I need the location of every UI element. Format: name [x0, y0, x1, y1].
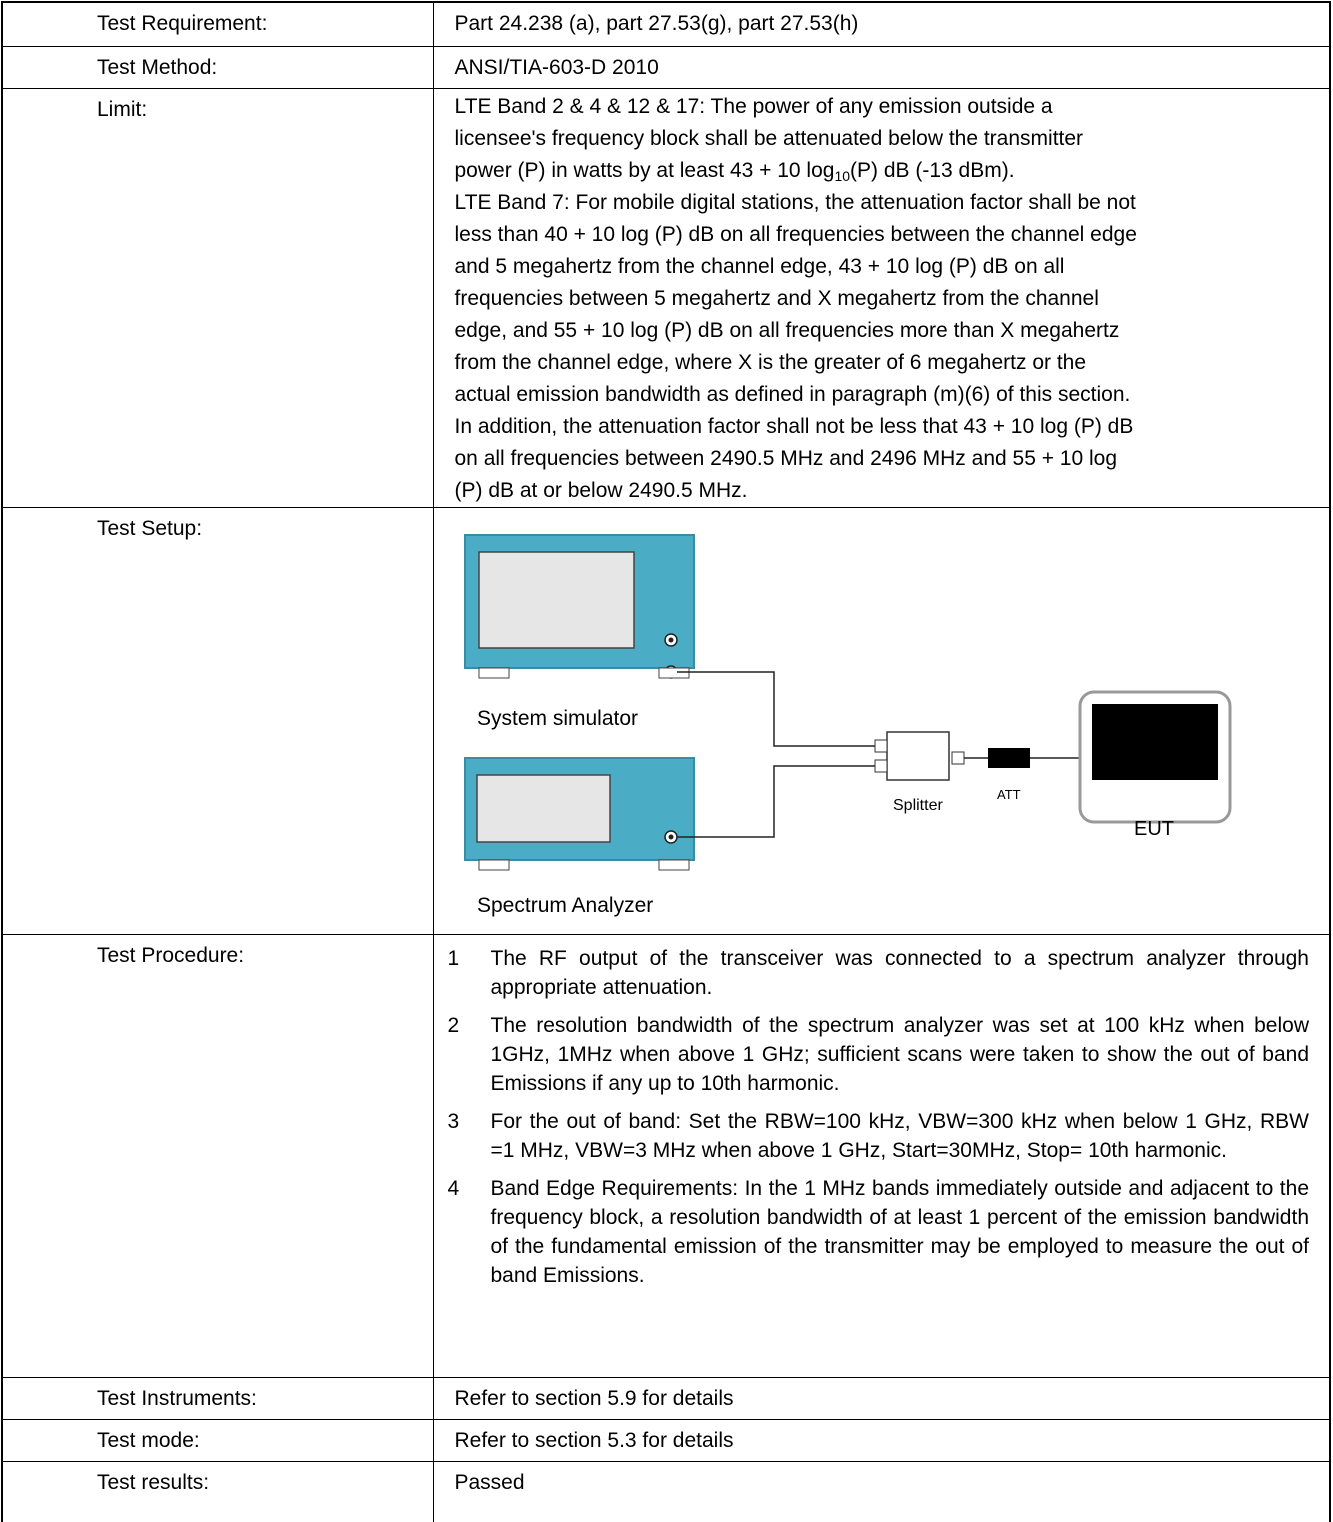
diagram-cell: System simulator Spectrum Analyzer Split… [432, 506, 1331, 935]
item-text: Band Edge Requirements: In the 1 MHz ban… [490, 1176, 1310, 1287]
item-text: For the out of band: Set the RBW=100 kHz… [490, 1109, 1310, 1162]
limit-line: In addition, the attenuation factor shal… [454, 414, 1134, 438]
procedure-item: 4 Band Edge Requirements: In the 1 MHz ba… [448, 1174, 1310, 1290]
label: Test Procedure: [1, 933, 434, 1378]
cables [676, 670, 1080, 838]
text: power (P) in watts by at least 43 + 10 l… [454, 158, 835, 182]
label: Test Instruments: [1, 1376, 434, 1420]
row: Limit: LTE Band 2 & 4 & 12 & 17: The pow… [1, 87, 1331, 508]
label: Test Method: [1, 45, 434, 89]
label: EUT [1134, 818, 1174, 840]
limit-line: LTE Band 7: For mobile digital stations,… [454, 190, 1136, 214]
limit-line: from the channel edge, where X is the gr… [454, 350, 1087, 374]
procedure-item: 3 For the out of band: Set the RBW=100 kH… [448, 1107, 1310, 1165]
limit-line: on all frequencies between 2490.5 MHz an… [454, 446, 1118, 470]
limit-line: licensee's frequency block shall be atte… [454, 126, 1084, 150]
label: Test results: [1, 1460, 434, 1522]
subscript: 10 [834, 167, 851, 184]
row: Test Setup: [1, 506, 1331, 935]
value: Refer to section 5.3 for details [432, 1418, 1331, 1462]
limit-text: LTE Band 2 & 4 & 12 & 17: The power of a… [432, 87, 1331, 508]
attenuator [987, 747, 1030, 768]
procedure-item: 1 The RF output of the transceiver was co… [448, 944, 1310, 1002]
item-number: 2 [447, 1013, 460, 1037]
label: System simulator [477, 707, 638, 730]
setup-diagram: System simulator Spectrum Analyzer Split… [463, 533, 1231, 917]
text: (P) dB (-13 dBm). [850, 158, 1015, 182]
item-text: The resolution bandwidth of the spectrum… [490, 1013, 1310, 1095]
eut [1078, 690, 1231, 823]
simulator [463, 533, 695, 679]
limit-line: actual emission bandwidth as defined in … [454, 382, 1131, 406]
item-text: The RF output of the transceiver was con… [490, 946, 1310, 999]
value: ANSI/TIA-603-D 2010 [432, 45, 1331, 89]
limit-line: LTE Band 2 & 4 & 12 & 17: The power of a… [454, 94, 1053, 118]
limit-line: less than 40 + 10 log (P) dB on all freq… [454, 222, 1137, 246]
label: Test mode: [1, 1418, 434, 1462]
limit-line: power (P) in watts by at least 43 + 10 l… [455, 155, 1330, 187]
value: Refer to section 5.9 for details [432, 1376, 1331, 1420]
procedure-list: 1 The RF output of the transceiver was co… [432, 933, 1331, 1378]
value: Passed [432, 1460, 1331, 1522]
analyzer [463, 756, 695, 870]
row: Test results: Passed [1, 1460, 1331, 1522]
label: Test Setup: [1, 506, 434, 935]
limit-line: edge, and 55 + 10 log (P) dB on all freq… [454, 318, 1120, 342]
item-number: 4 [447, 1176, 460, 1200]
label: Test Requirement: [1, 1, 434, 47]
item-number: 3 [447, 1109, 460, 1133]
limit-line: (P) dB at or below 2490.5 MHz. [454, 478, 748, 502]
limit-line: frequencies between 5 megahertz and X me… [454, 286, 1099, 310]
label: ATT [997, 787, 1021, 802]
procedure-item: 2 The resolution bandwidth of the spectru… [448, 1011, 1310, 1098]
item-number: 1 [447, 946, 460, 970]
splitter [874, 730, 964, 781]
limit-line: and 5 megahertz from the channel edge, 4… [454, 254, 1065, 278]
label: Spectrum Analyzer [477, 894, 653, 917]
value: Part 24.238 (a), part 27.53(g), part 27.… [432, 1, 1331, 47]
label: Limit: [1, 87, 434, 508]
row: Test mode: Refer to section 5.3 for deta… [1, 1418, 1331, 1462]
row: Test Procedure: 1 The RF output of the tr… [1, 933, 1331, 1378]
row: Test Method: ANSI/TIA-603-D 2010 [1, 45, 1331, 89]
label: Splitter [893, 797, 943, 814]
row: Test Instruments: Refer to section 5.9 f… [1, 1376, 1331, 1420]
row: Test Requirement: Part 24.238 (a), part … [1, 1, 1331, 47]
